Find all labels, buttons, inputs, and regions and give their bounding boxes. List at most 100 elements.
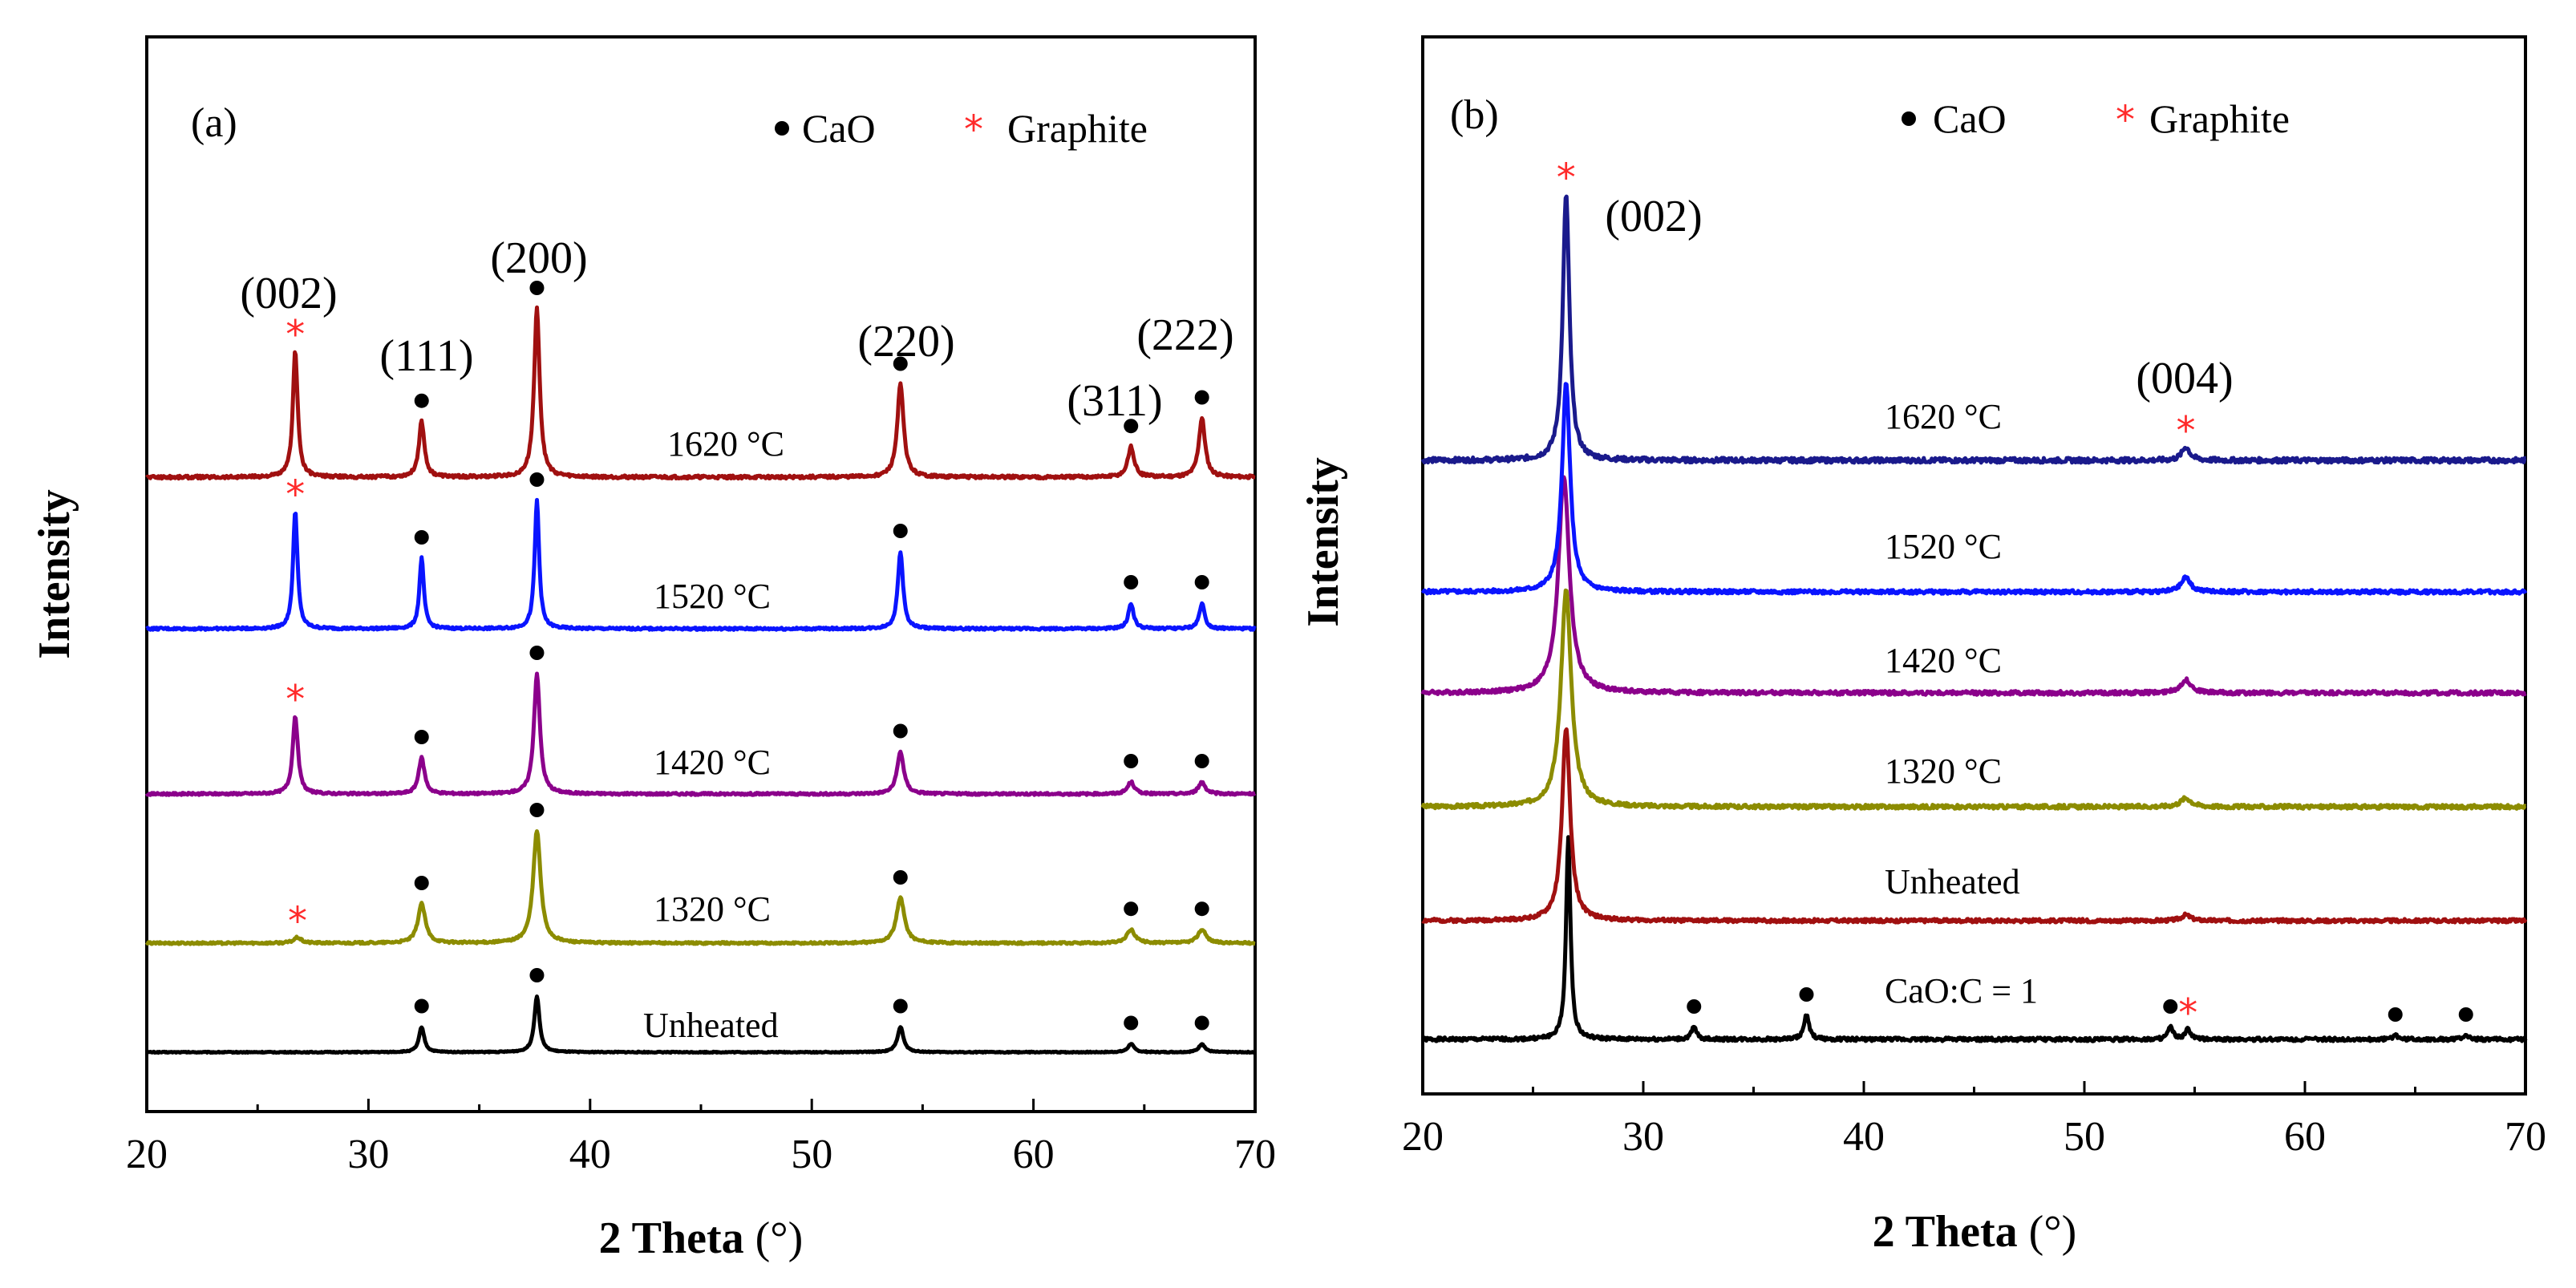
panel-a-traces (144, 305, 1257, 1055)
label-b-1320: 1320 °C (1885, 751, 2002, 791)
cao-peak-marker (1124, 754, 1139, 768)
cao-peak-marker (1194, 901, 1209, 917)
miller-a-222: (222) (1136, 310, 1233, 360)
label-a-1520: 1520 °C (654, 577, 771, 616)
miller-a-311: (311) (1067, 376, 1162, 426)
graphite-peak-marker: * (286, 313, 305, 358)
panel-b-y-axis-title: Intensity (1298, 457, 1348, 627)
panel-a-legend: CaO * Graphite (775, 106, 1148, 152)
cao-peak-marker (1124, 575, 1139, 589)
panel-a-plot-frame (145, 35, 1257, 1113)
cao-peak-marker (1194, 754, 1209, 768)
panel-b-x-axis-title: 2 Theta (°) (1873, 1207, 2077, 1257)
cao-peak-marker (1124, 901, 1139, 917)
x-tick-label-50: 50 (791, 1132, 832, 1177)
label-b-1420: 1420 °C (1885, 641, 2002, 680)
panel-b-series-labels: 1620 °C 1520 °C 1420 °C 1320 °C Unheated… (1885, 397, 2038, 1011)
cao-peak-marker (893, 524, 908, 538)
graphite-peak-marker: * (286, 678, 305, 723)
cao-peak-marker (414, 998, 429, 1014)
cao-peak-marker (529, 472, 545, 487)
cao-peak-marker (1194, 575, 1209, 589)
x-tick-label-40: 40 (1843, 1114, 1885, 1160)
panel-b-x-axis-name: 2 Theta (1873, 1207, 2018, 1257)
x-tick-label-30: 30 (1622, 1114, 1664, 1160)
panel-a-x-axis-unit: (°) (755, 1213, 804, 1263)
label-b-cao-c-ratio: CaO:C = 1 (1885, 971, 2038, 1011)
label-a-1420: 1420 °C (654, 743, 771, 782)
cao-peak-marker (1194, 390, 1209, 405)
label-a-1620: 1620 °C (667, 424, 784, 464)
legend-cao-marker (775, 121, 789, 136)
panel-b-label: (b) (1450, 92, 1499, 138)
x-tick-label-30: 30 (347, 1132, 389, 1177)
trace-a-1420-c (144, 671, 1257, 797)
x-tick-label-50: 50 (2064, 1114, 2105, 1160)
panel-a-x-ticks: 20 30 40 50 60 70 (126, 1099, 1276, 1177)
x-tick-label-70: 70 (1234, 1132, 1276, 1177)
label-a-1320: 1320 °C (654, 889, 771, 929)
cao-peak-marker (893, 356, 908, 371)
panel-a-label: (a) (191, 100, 237, 146)
cao-peak-marker (529, 968, 545, 982)
label-b-unheated: Unheated (1885, 862, 2020, 901)
x-tick-label-60: 60 (2284, 1114, 2326, 1160)
legend-graphite-marker: * (964, 107, 983, 152)
legend-b-cao-marker (1902, 111, 1916, 126)
cao-peak-marker (414, 393, 429, 408)
cao-peak-marker (893, 723, 908, 739)
trace-a-1320-c (144, 829, 1257, 946)
trace-a-1620-c (145, 305, 1257, 481)
trace-a-unheated (145, 994, 1257, 1055)
cao-peak-marker (414, 876, 429, 890)
panel-a: 20 30 40 50 60 70 (a) CaO * Graphite * * * * 162… (30, 35, 1276, 1263)
label-b-1620: 1620 °C (1885, 397, 2002, 436)
miller-a-111: (111) (379, 331, 473, 381)
x-tick-label-60: 60 (1013, 1132, 1055, 1177)
trace-b-1320-c (1420, 588, 2527, 811)
panel-b-miller-indices: (002) (004) (1605, 192, 2233, 403)
panel-b: 20 30 40 50 60 70 (b) CaO * Graphite * * * 1620… (1298, 35, 2546, 1257)
cao-peak-marker (893, 998, 908, 1014)
panel-a-series-labels: 1620 °C 1520 °C 1420 °C 1320 °C Unheated (643, 424, 784, 1045)
legend-graphite-label: Graphite (1007, 106, 1148, 151)
panel-b-peak-markers: * * * (1557, 156, 2473, 1036)
x-tick-label-20: 20 (126, 1132, 168, 1177)
legend-b-graphite-marker: * (2116, 98, 2135, 143)
cao-peak-marker (893, 870, 908, 885)
miller-b-004: (004) (2136, 354, 2233, 403)
miller-b-002: (002) (1605, 192, 1702, 241)
x-tick-label-70: 70 (2505, 1114, 2546, 1160)
panel-a-peak-markers: * * * * (286, 281, 1209, 1031)
cao-peak-marker (2163, 999, 2178, 1014)
panel-a-miller-indices: (002) (111) (200) (220) (311) (222) (240, 233, 1233, 426)
graphite-peak-marker: * (288, 899, 307, 944)
x-tick-label-20: 20 (1402, 1114, 1444, 1160)
cao-peak-marker (2458, 1007, 2473, 1022)
panel-a-x-axis-name: 2 Theta (599, 1213, 744, 1263)
graphite-peak-marker: * (1557, 156, 1576, 200)
trace-a-1520-c (145, 497, 1257, 632)
trace-b-cao-c-1 (1421, 835, 2528, 1043)
cao-peak-marker (1124, 1015, 1139, 1031)
cao-peak-marker (2388, 1007, 2403, 1022)
trace-b-1420-c (1420, 475, 2527, 697)
legend-b-cao-label: CaO (1933, 96, 2007, 141)
legend-b-graphite-label: Graphite (2149, 96, 2290, 141)
trace-b-unheated (1421, 727, 2528, 925)
cao-peak-marker (1799, 987, 1814, 1002)
graphite-peak-marker: * (2178, 991, 2197, 1036)
graphite-peak-marker: * (286, 472, 305, 517)
panel-b-legend: CaO * Graphite (1902, 96, 2290, 143)
miller-a-200: (200) (490, 233, 587, 283)
panel-b-traces (1420, 194, 2528, 1043)
panel-b-x-axis-unit: (°) (2029, 1207, 2077, 1257)
miller-a-220: (220) (857, 317, 954, 367)
cao-peak-marker (414, 530, 429, 545)
cao-peak-marker (1687, 999, 1702, 1014)
label-b-1520: 1520 °C (1885, 527, 2002, 566)
cao-peak-marker (414, 730, 429, 744)
label-a-unheated: Unheated (643, 1006, 779, 1045)
cao-peak-marker (1124, 419, 1139, 434)
